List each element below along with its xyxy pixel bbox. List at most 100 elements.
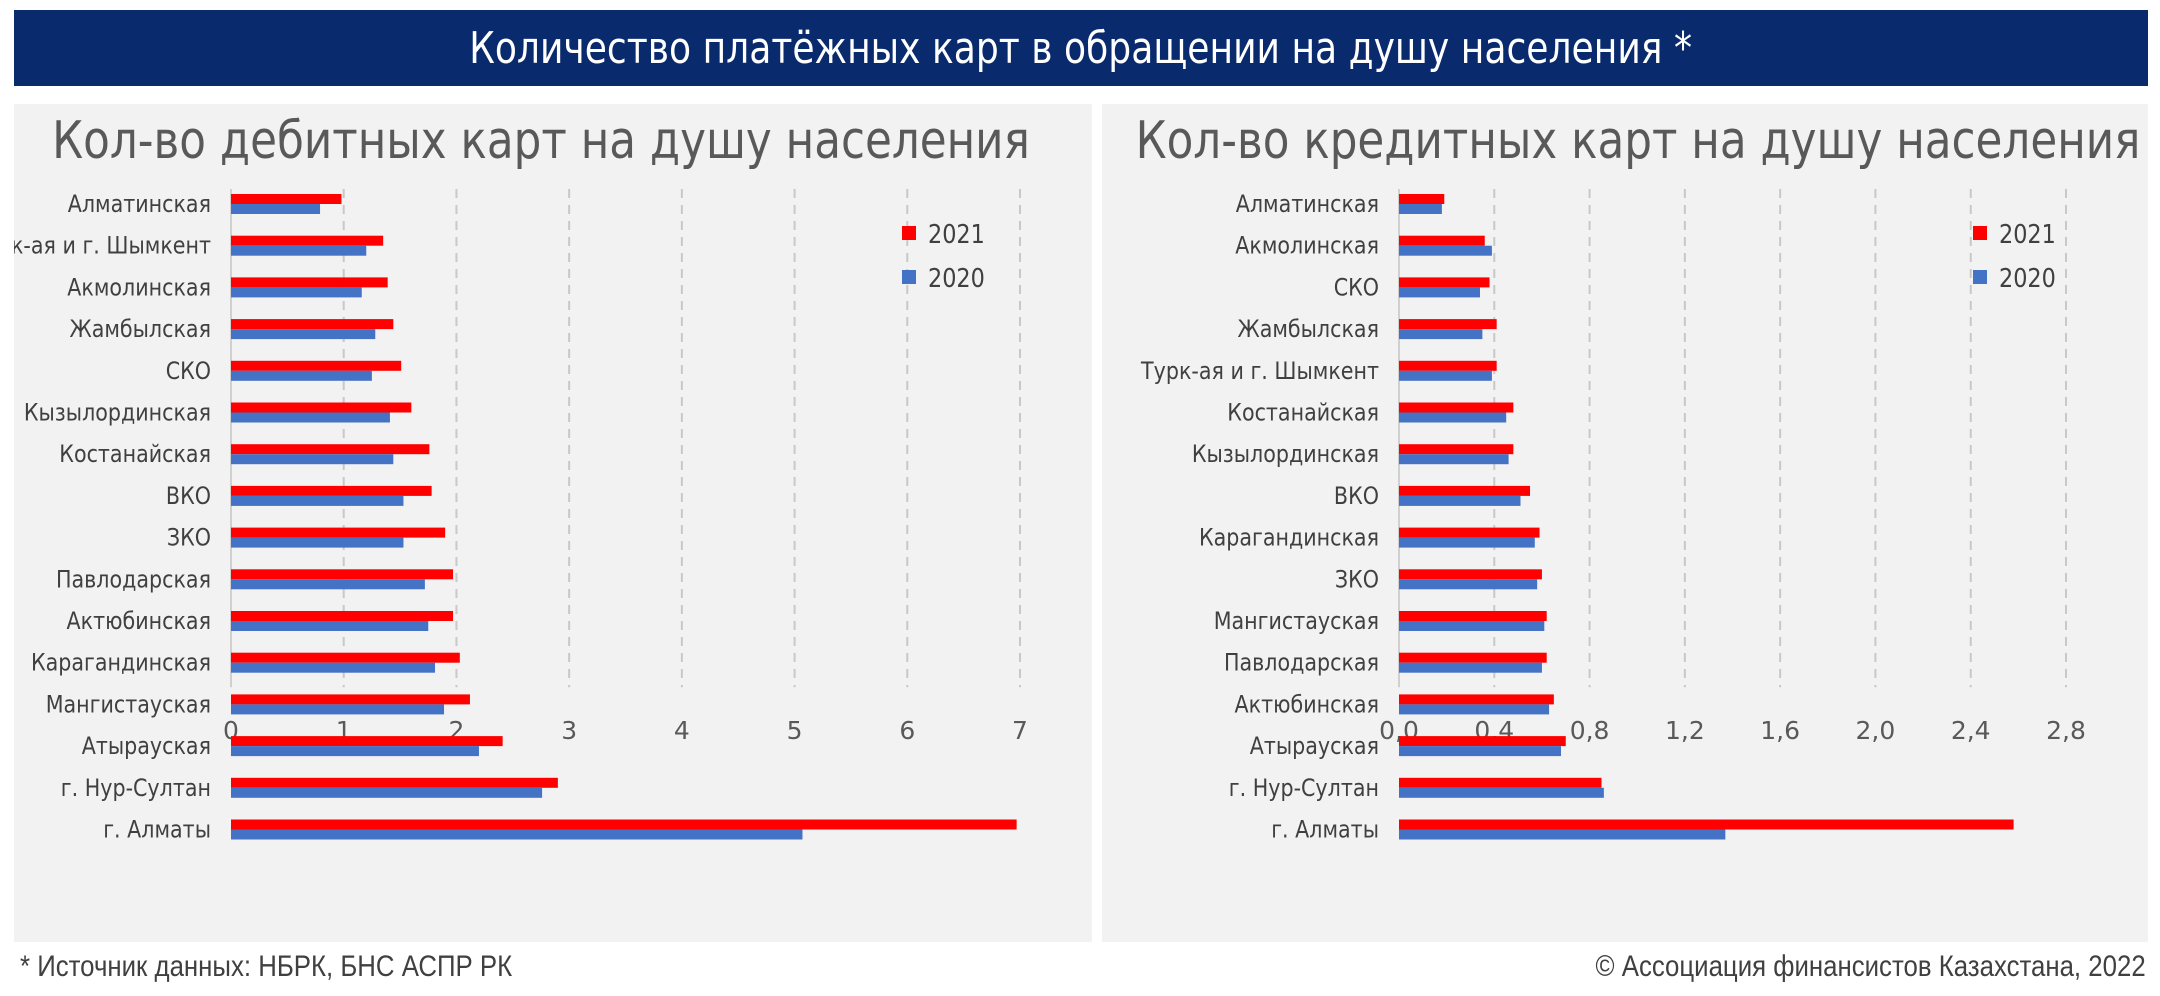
bar-2020-5 bbox=[1399, 412, 1507, 423]
bar-2020-9 bbox=[1399, 579, 1538, 590]
bar-2020-15 bbox=[1399, 829, 1726, 840]
x-tick-label: 7 bbox=[1012, 716, 1028, 745]
bar-2020-13 bbox=[231, 746, 479, 757]
category-label: Турк-ая и г. Шымкент bbox=[14, 232, 211, 260]
bar-2021-6 bbox=[1399, 444, 1514, 455]
legend-label-2021: 2021 bbox=[1999, 218, 2056, 249]
bar-2020-8 bbox=[1399, 537, 1535, 548]
bar-2021-9 bbox=[1399, 569, 1542, 580]
x-tick-label: 6 bbox=[899, 716, 915, 745]
x-tick-label: 1,2 bbox=[1665, 716, 1705, 745]
bar-2021-15 bbox=[1399, 819, 2014, 830]
bar-2020-14 bbox=[1399, 787, 1604, 798]
category-label: Костанайская bbox=[59, 441, 211, 469]
legend-label-2020: 2020 bbox=[1999, 262, 2056, 293]
category-label: СКО bbox=[1334, 274, 1379, 302]
x-tick-label: 2,0 bbox=[1856, 716, 1896, 745]
bar-2021-6 bbox=[231, 444, 430, 455]
bar-2021-0 bbox=[1399, 194, 1445, 204]
category-label: Алматинская bbox=[68, 191, 211, 219]
category-label: г. Нур-Султан bbox=[61, 774, 211, 802]
bar-2020-7 bbox=[231, 495, 404, 506]
bar-2020-11 bbox=[1399, 662, 1542, 673]
x-tick-label: 4 bbox=[674, 716, 690, 745]
bar-2021-7 bbox=[1399, 485, 1531, 496]
bar-2020-6 bbox=[1399, 454, 1509, 465]
bar-2020-15 bbox=[231, 829, 803, 840]
category-label: Костанайская bbox=[1227, 399, 1379, 427]
category-label: ЗКО bbox=[167, 524, 211, 552]
category-label: Карагандинская bbox=[31, 649, 211, 677]
bar-2020-0 bbox=[231, 204, 321, 214]
bar-2020-13 bbox=[1399, 746, 1561, 757]
chart-title: Кол-во кредитных карт на душу населения bbox=[1136, 110, 2141, 171]
bar-2020-1 bbox=[231, 245, 367, 256]
bar-2021-13 bbox=[1399, 736, 1566, 747]
bar-2020-1 bbox=[1399, 245, 1492, 256]
bar-2021-15 bbox=[231, 819, 1017, 830]
category-label: г. Нур-Султан bbox=[1229, 774, 1379, 802]
x-tick-label: 1,6 bbox=[1760, 716, 1800, 745]
bar-2021-10 bbox=[231, 611, 454, 621]
legend-label-2021: 2021 bbox=[928, 218, 985, 249]
page-title: Количество платёжных карт в обращении на… bbox=[469, 22, 1693, 74]
bar-2021-3 bbox=[1399, 319, 1497, 330]
legend-swatch-2021 bbox=[902, 226, 916, 240]
bar-2021-1 bbox=[1399, 235, 1485, 246]
x-tick-label: 2,8 bbox=[2046, 716, 2086, 745]
x-tick-label: 5 bbox=[787, 716, 803, 745]
bar-2020-2 bbox=[1399, 287, 1480, 298]
category-label: Актюбинская bbox=[67, 608, 211, 636]
category-label: ВКО bbox=[166, 482, 211, 510]
bar-2020-12 bbox=[1399, 704, 1550, 715]
debit-cards-chart-panel: Кол-во дебитных карт на душу населения 0 1… bbox=[14, 104, 1092, 942]
bar-2020-3 bbox=[231, 329, 376, 340]
bar-2021-8 bbox=[231, 527, 446, 538]
bar-2021-12 bbox=[1399, 694, 1554, 705]
category-label: г. Алматы bbox=[103, 816, 211, 844]
bar-2021-13 bbox=[231, 736, 503, 747]
bar-2020-14 bbox=[231, 787, 543, 798]
bar-2020-7 bbox=[1399, 495, 1521, 506]
bar-2020-8 bbox=[231, 537, 404, 548]
bar-2020-0 bbox=[1399, 204, 1442, 214]
bar-2020-6 bbox=[231, 454, 394, 465]
category-label: ВКО bbox=[1334, 482, 1379, 510]
category-label: СКО bbox=[166, 357, 211, 385]
bar-2021-3 bbox=[231, 319, 394, 330]
copyright-note: © Ассоциация финансистов Казахстана, 202… bbox=[1595, 950, 2146, 983]
bar-2021-7 bbox=[231, 485, 432, 496]
category-label: г. Алматы bbox=[1271, 816, 1379, 844]
category-label: Турк-ая и г. Шымкент bbox=[1140, 357, 1379, 385]
bar-2020-10 bbox=[231, 621, 429, 631]
bar-2021-1 bbox=[231, 235, 384, 246]
title-banner: Количество платёжных карт в обращении на… bbox=[14, 10, 2148, 86]
category-label: Жамбылская bbox=[69, 316, 211, 344]
bar-2021-5 bbox=[1399, 402, 1514, 413]
bar-2021-4 bbox=[1399, 360, 1497, 371]
category-label: Акмолинская bbox=[67, 274, 211, 302]
bar-2020-10 bbox=[1399, 621, 1545, 631]
category-label: Акмолинская bbox=[1235, 232, 1379, 260]
x-tick-label: 0,8 bbox=[1570, 716, 1610, 745]
bar-2021-11 bbox=[1399, 652, 1547, 663]
chart-title: Кол-во дебитных карт на душу населения bbox=[52, 110, 1030, 171]
credit-cards-chart-panel: Кол-во кредитных карт на душу населения 0… bbox=[1102, 104, 2148, 942]
category-label: Мангистауская bbox=[1214, 608, 1379, 636]
category-label: Атырауская bbox=[82, 733, 211, 761]
bar-2021-14 bbox=[1399, 777, 1602, 788]
bar-2020-3 bbox=[1399, 329, 1483, 340]
legend-swatch-2020 bbox=[902, 270, 916, 284]
bar-2021-2 bbox=[1399, 277, 1490, 288]
bar-2021-14 bbox=[231, 777, 558, 788]
bar-2020-11 bbox=[231, 662, 436, 673]
category-label: Атырауская bbox=[1250, 733, 1379, 761]
legend-swatch-2021 bbox=[1973, 226, 1987, 240]
category-label: Мангистауская bbox=[46, 691, 211, 719]
bar-2021-4 bbox=[231, 360, 402, 371]
bar-2020-12 bbox=[231, 704, 445, 715]
bar-2020-5 bbox=[231, 412, 390, 423]
bar-2021-12 bbox=[231, 694, 470, 705]
bar-2021-9 bbox=[231, 569, 454, 580]
